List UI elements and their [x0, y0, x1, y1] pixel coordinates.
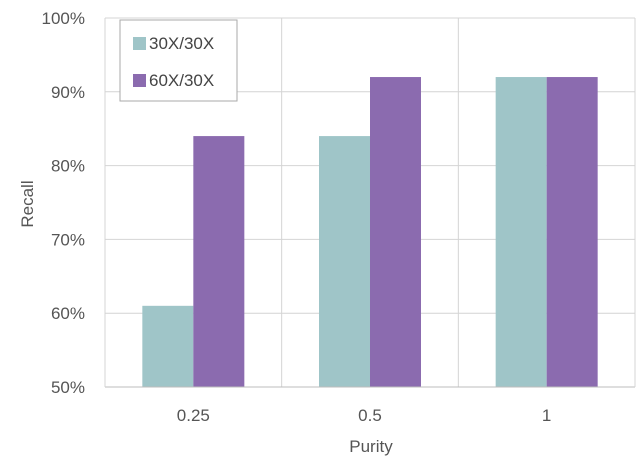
bar-30x30x-1 — [495, 77, 547, 387]
y-tick-labels: 50% 60% 70% 80% 90% 100% — [42, 9, 85, 397]
legend-box — [119, 19, 238, 102]
y-tick-label: 80% — [51, 157, 85, 176]
legend-label-30x30x: 30X/30X — [149, 34, 214, 53]
x-tick-label: 0.25 — [177, 406, 210, 425]
y-tick-label: 50% — [51, 378, 85, 397]
y-tick-label: 100% — [42, 9, 85, 28]
x-tick-label: 0.5 — [358, 406, 382, 425]
x-axis-title: Purity — [349, 437, 393, 456]
bars — [142, 77, 598, 387]
bar-60x30x-0p25 — [193, 136, 245, 387]
bar-30x30x-0p25 — [142, 305, 194, 387]
legend: 30X/30X 60X/30X — [119, 19, 238, 102]
y-tick-label: 70% — [51, 230, 85, 249]
x-tick-labels: 0.25 0.5 1 — [177, 406, 552, 425]
y-tick-label: 60% — [51, 304, 85, 323]
legend-swatch-60x30x — [133, 74, 146, 87]
x-tick-label: 1 — [542, 406, 551, 425]
bar-60x30x-0p5 — [370, 77, 421, 387]
y-axis-title: Recall — [18, 180, 37, 227]
y-tick-label: 90% — [51, 83, 85, 102]
legend-label-60x30x: 60X/30X — [149, 71, 214, 90]
legend-swatch-30x30x — [133, 37, 146, 50]
bar-60x30x-1 — [546, 77, 598, 387]
bar-30x30x-0p5 — [319, 136, 370, 387]
plot-frame — [104, 18, 636, 388]
